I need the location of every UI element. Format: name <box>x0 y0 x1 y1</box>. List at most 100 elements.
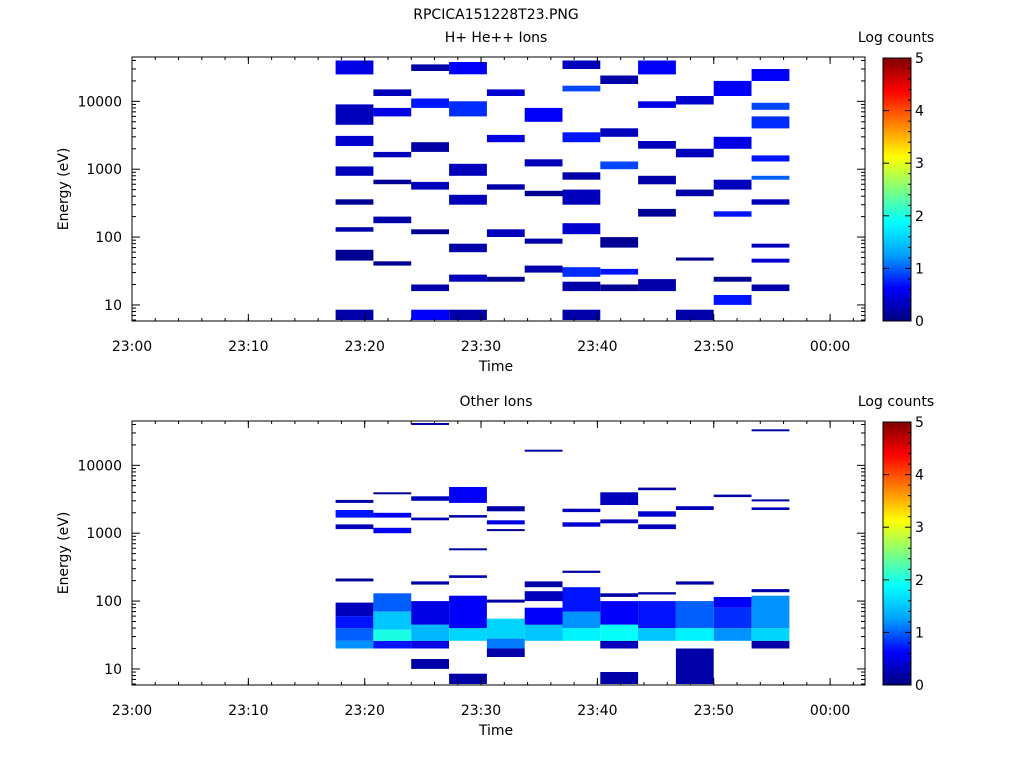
heatmap-cell <box>486 618 525 639</box>
heatmap-cell <box>335 510 374 518</box>
heatmap-cell <box>751 175 790 180</box>
heatmap-cell <box>373 593 412 612</box>
heatmap-cell <box>713 80 752 96</box>
heatmap-cell <box>486 506 525 512</box>
heatmap-cell <box>449 62 487 75</box>
heatmap-cell <box>638 60 676 75</box>
heatmap-cell <box>335 199 374 205</box>
heatmap-cell <box>335 166 374 176</box>
heatmap-cell <box>713 295 752 305</box>
heatmap-cell <box>486 276 525 282</box>
colorbar-tick-label: 3 <box>915 156 924 172</box>
y-tick-label: 10 <box>104 662 122 678</box>
heatmap-cell <box>600 161 639 170</box>
colorbar-tick-label: 5 <box>915 51 924 67</box>
colorbar: 0 1 2 3 4 5 <box>882 51 924 330</box>
heatmap-cell <box>373 611 412 630</box>
heatmap-cell <box>449 274 487 282</box>
x-tick-label: 23:50 <box>694 339 734 355</box>
heatmap-cell <box>713 179 752 190</box>
heatmap-cell <box>751 155 790 162</box>
heatmap-cell <box>335 640 374 649</box>
heatmap-cell <box>751 258 790 263</box>
heatmap-cell <box>524 591 563 602</box>
y-axis-label: Energy (eV) <box>56 512 72 595</box>
colorbar-tick-label: 1 <box>915 261 924 277</box>
heatmap-cell <box>524 190 563 197</box>
x-axis-label: Time <box>478 723 513 739</box>
colorbar-tick-label: 2 <box>915 209 924 225</box>
heatmap-cell <box>713 211 752 217</box>
heatmap-cell <box>411 423 449 425</box>
heatmap-cell <box>600 75 639 84</box>
heatmap-cell <box>751 595 790 629</box>
heatmap-cell <box>411 181 449 190</box>
heatmap-cell <box>638 175 676 185</box>
heatmap-cell <box>751 243 790 248</box>
heatmap-cell <box>751 507 790 510</box>
heatmap-cell <box>675 257 714 261</box>
heatmap-cell <box>335 104 374 125</box>
heatmap-cell <box>675 148 714 158</box>
colorbar-gradient <box>882 421 912 686</box>
heatmap-cell <box>411 142 449 152</box>
y-axis-label: Energy (eV) <box>56 148 72 231</box>
heatmap-cell <box>335 60 374 75</box>
heatmap-cell <box>562 223 601 235</box>
heatmap-cell <box>449 575 487 578</box>
x-tick-label: 23:10 <box>228 339 268 355</box>
heatmap-cell <box>638 101 676 108</box>
x-tick-label: 23:50 <box>694 703 734 719</box>
colorbar: 0 1 2 3 4 5 <box>882 415 924 694</box>
y-tick-label: 100 <box>95 230 122 246</box>
heatmap-cell <box>524 449 563 452</box>
x-tick-label: 23:40 <box>577 703 617 719</box>
heatmap-cell <box>524 238 563 244</box>
heatmap-cell <box>373 107 412 117</box>
x-tick-label: 23:30 <box>461 339 501 355</box>
heatmap-cell <box>675 96 714 105</box>
heatmap-cell <box>713 597 752 608</box>
heatmap-cell <box>486 520 525 525</box>
heatmap-cell <box>373 179 412 185</box>
colorbar-tick-label: 2 <box>915 573 924 589</box>
heatmap-cell <box>486 184 525 190</box>
heatmap-cell <box>449 673 487 684</box>
heatmap-cell <box>411 98 449 108</box>
heatmap-cell <box>335 616 374 629</box>
heatmap-cell <box>675 601 714 629</box>
heatmap-cell <box>638 511 676 517</box>
heatmap-cell <box>562 189 601 205</box>
plot-frame <box>131 56 866 322</box>
heatmap-cell <box>335 602 374 617</box>
heatmap-cell <box>562 587 601 612</box>
heatmap-cell <box>562 508 601 513</box>
heatmap-cells <box>335 423 790 684</box>
heatmap-cell <box>562 85 601 92</box>
heatmap-cell <box>600 284 639 292</box>
heatmap-cell <box>486 229 525 237</box>
heatmap-cell <box>751 628 790 641</box>
x-tick-label: 23:00 <box>112 339 152 355</box>
heatmap-cell <box>713 628 752 641</box>
heatmap-cell <box>638 487 676 491</box>
heatmap-cell <box>524 159 563 167</box>
colorbar-label: Log counts <box>858 394 934 410</box>
x-tick-label: 23:30 <box>461 703 501 719</box>
heatmap-cell <box>562 611 601 629</box>
heatmap-cell <box>373 492 412 495</box>
plot-frame <box>131 420 866 686</box>
panel-title: H+ He++ Ions <box>445 30 548 46</box>
x-tick-label: 23:40 <box>577 339 617 355</box>
panel-other-ions: Other Ions 23:00 23:10 23:20 23:30 23:40 23:5… <box>56 394 934 739</box>
heatmap-cell <box>411 624 449 641</box>
heatmap-cell <box>411 229 449 235</box>
heatmap-cell <box>486 529 525 532</box>
heatmap-cell <box>751 116 790 129</box>
heatmap-cell <box>751 284 790 292</box>
colorbar-gradient <box>882 57 912 322</box>
heatmap-cell <box>713 136 752 149</box>
heatmap-cell <box>449 548 487 551</box>
colorbar-tick-label: 0 <box>915 678 924 694</box>
heatmap-cell <box>675 309 714 320</box>
